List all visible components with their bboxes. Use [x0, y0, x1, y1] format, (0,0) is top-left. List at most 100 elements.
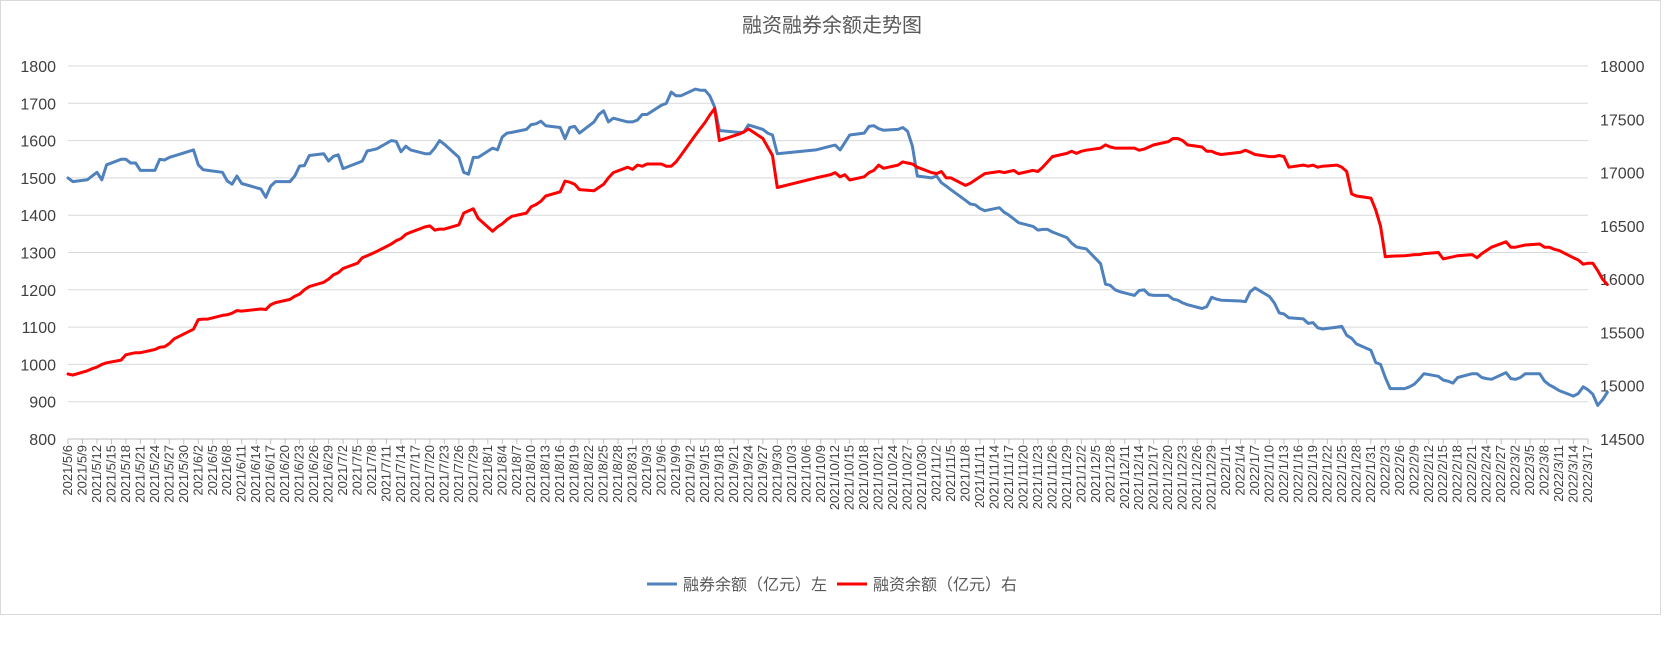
- x-tick-label: 2021/5/15: [103, 445, 118, 503]
- y-right-tick-label: 16000: [1600, 272, 1645, 289]
- y-left-tick-label: 1000: [20, 357, 56, 374]
- x-tick-label: 2021/5/30: [176, 445, 191, 503]
- y-right-tick-label: 18000: [1600, 59, 1645, 76]
- x-tick-label: 2021/5/24: [147, 445, 162, 503]
- x-tick-label: 2021/9/30: [769, 445, 784, 503]
- x-tick-label: 2021/10/3: [784, 445, 799, 503]
- x-tick-label: 2021/8/10: [523, 445, 538, 503]
- x-tick-label: 2022/2/3: [1377, 445, 1392, 496]
- x-tick-label: 2021/12/29: [1204, 445, 1219, 510]
- x-tick-label: 2021/12/26: [1189, 445, 1204, 510]
- x-tick-label: 2021/10/24: [885, 445, 900, 510]
- x-tick-label: 2021/12/14: [1131, 445, 1146, 510]
- x-tick-label: 2022/3/2: [1508, 445, 1523, 496]
- chart-frame: [0, 0, 1661, 615]
- x-tick-label: 2021/12/2: [1073, 445, 1088, 503]
- x-tick-label: 2021/6/20: [277, 445, 292, 503]
- x-tick-label: 2021/10/12: [827, 445, 842, 510]
- x-tick-label: 2021/9/3: [639, 445, 654, 496]
- legend-item: 融资余额（亿元）右: [837, 575, 1017, 594]
- x-tick-label: 2022/2/12: [1421, 445, 1436, 503]
- x-tick-label: 2021/9/18: [711, 445, 726, 503]
- x-axis: 2021/5/6 2021/5/9 2021/5/12 2021/5/15 2021/5…: [60, 438, 1595, 510]
- y-right-tick-label: 17500: [1600, 112, 1645, 129]
- x-tick-label: 2021/5/12: [89, 445, 104, 503]
- x-tick-label: 2021/6/14: [248, 445, 263, 503]
- y-left-tick-label: 1500: [20, 171, 56, 188]
- y-right-tick-label: 14500: [1600, 432, 1645, 449]
- y-left-tick-label: 1400: [20, 208, 56, 225]
- x-tick-label: 2021/7/26: [451, 445, 466, 503]
- gridlines: [68, 65, 1588, 440]
- x-tick-label: 2021/12/20: [1160, 445, 1175, 510]
- x-tick-label: 2021/11/11: [972, 445, 987, 508]
- x-tick-label: 2021/11/2: [929, 445, 944, 502]
- x-tick-label: 2021/9/15: [697, 445, 712, 503]
- x-tick-label: 2022/1/13: [1276, 445, 1291, 503]
- x-tick-label: 2022/2/15: [1435, 445, 1450, 503]
- x-tick-label: 2021/7/8: [364, 445, 379, 496]
- y-right-tick-label: 17000: [1600, 166, 1645, 183]
- x-tick-label: 2021/8/22: [581, 445, 596, 503]
- x-tick-label: 2021/8/7: [509, 445, 524, 496]
- y-right-tick-label: 16500: [1600, 219, 1645, 236]
- x-tick-label: 2021/6/2: [190, 445, 205, 496]
- x-tick-label: 2021/9/24: [740, 445, 755, 503]
- chart-title: 融资融券余额走势图: [742, 13, 922, 37]
- x-tick-label: 2021/11/29: [1059, 445, 1074, 509]
- y-axis-left: 800 900 1000 1100 1200 1300 1400 1500 1600 1700 18…: [20, 59, 56, 449]
- x-tick-label: 2021/6/5: [205, 445, 220, 496]
- x-tick-label: 2022/2/9: [1406, 445, 1421, 496]
- x-tick-label: 2022/1/4: [1233, 445, 1248, 496]
- x-tick-label: 2021/6/29: [321, 445, 336, 503]
- series-line-short-balance: [66, 87, 1609, 407]
- x-tick-label: 2022/1/28: [1348, 445, 1363, 503]
- x-tick-label: 2022/1/22: [1319, 445, 1334, 503]
- x-tick-label: 2021/7/20: [422, 445, 437, 503]
- x-tick-label: 2021/8/16: [552, 445, 567, 503]
- x-tick-label: 2021/6/17: [263, 445, 278, 503]
- x-tick-label: 2021/5/27: [161, 445, 176, 503]
- x-tick-label: 2022/1/10: [1262, 445, 1277, 503]
- x-tick-label: 2021/7/14: [393, 445, 408, 503]
- x-tick-label: 2022/2/18: [1450, 445, 1465, 503]
- x-tick-label: 2022/1/25: [1334, 445, 1349, 503]
- x-tick-label: 2022/2/24: [1479, 445, 1494, 503]
- x-tick-label: 2021/6/23: [292, 445, 307, 503]
- x-tick-label: 2021/9/6: [654, 445, 669, 496]
- x-tick-label: 2021/7/29: [465, 445, 480, 503]
- x-tick-label: 2021/12/23: [1175, 445, 1190, 510]
- x-tick-label: 2021/11/17: [1001, 445, 1016, 509]
- x-tick-label: 2021/11/14: [986, 445, 1001, 509]
- x-tick-label: 2021/11/23: [1030, 445, 1045, 509]
- y-left-tick-label: 1200: [20, 283, 56, 300]
- x-tick-label: 2021/9/21: [726, 445, 741, 503]
- x-tick-label: 2021/7/11: [378, 445, 393, 502]
- x-tick-label: 2021/7/2: [335, 445, 350, 496]
- x-tick-label: 2021/8/13: [538, 445, 553, 503]
- x-tick-label: 2021/9/12: [682, 445, 697, 503]
- series-group: [66, 87, 1609, 407]
- x-tick-label: 2022/3/11: [1551, 445, 1566, 502]
- x-tick-label: 2022/1/16: [1290, 445, 1305, 503]
- x-tick-label: 2022/3/17: [1580, 445, 1595, 503]
- x-tick-label: 2022/1/7: [1247, 445, 1262, 496]
- y-left-tick-label: 1300: [20, 246, 56, 263]
- x-tick-label: 2022/1/31: [1363, 445, 1378, 503]
- x-tick-label: 2022/3/8: [1537, 445, 1552, 496]
- x-tick-label: 2022/2/27: [1493, 445, 1508, 503]
- legend: 融券余额（亿元）左 融资余额（亿元）右: [647, 575, 1017, 594]
- x-tick-label: 2021/12/8: [1102, 445, 1117, 503]
- x-tick-label: 2021/8/25: [596, 445, 611, 503]
- y-right-tick-label: 15000: [1600, 379, 1645, 396]
- x-tick-label: 2021/12/17: [1146, 445, 1161, 510]
- x-tick-label: 2021/5/18: [118, 445, 133, 503]
- x-tick-label: 2021/6/8: [219, 445, 234, 496]
- x-tick-label: 2022/2/21: [1464, 445, 1479, 503]
- y-left-tick-label: 1600: [20, 134, 56, 151]
- x-tick-label: 2021/10/6: [798, 445, 813, 503]
- x-tick-label: 2021/8/4: [494, 445, 509, 496]
- legend-item: 融券余额（亿元）左: [647, 575, 827, 594]
- x-tick-label: 2022/1/1: [1218, 445, 1233, 496]
